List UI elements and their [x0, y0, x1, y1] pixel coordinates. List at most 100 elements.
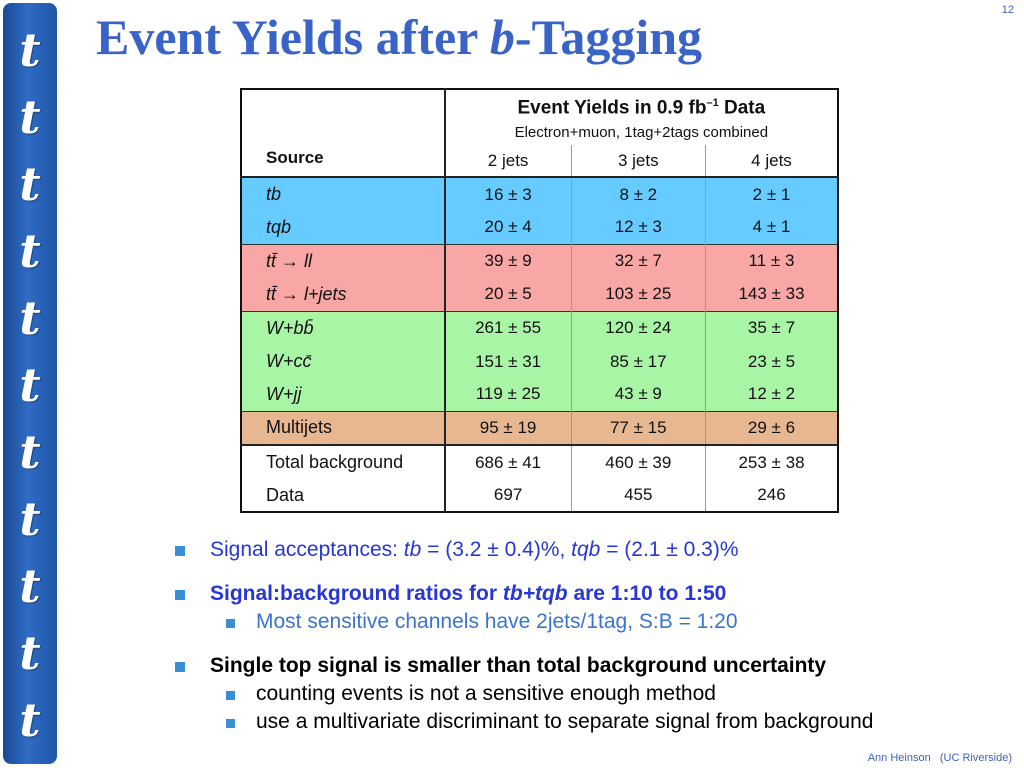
value-cell: 246 [705, 479, 838, 512]
strip-letter: t [19, 559, 41, 613]
source-cell: W+cc̄ [266, 351, 312, 371]
value-cell: 103 ± 25 [570, 278, 706, 311]
strip-letter: t [19, 224, 41, 278]
decorative-side-strip: t t t t t t t t t t t [3, 3, 57, 764]
strip-letter: t [19, 157, 41, 211]
bullet-list: Signal acceptances: tb = (3.2 ± 0.4)%, t… [172, 536, 1022, 736]
value-cell: 20 ± 5 [443, 278, 572, 311]
source-cell: W+jj [266, 383, 302, 404]
value-cell: 12 ± 2 [705, 378, 838, 411]
value-cell: 23 ± 5 [705, 345, 838, 378]
table-row: W+cc̄ 151 ± 31 85 ± 17 23 ± 5 [241, 345, 838, 378]
bullet-text: counting events is not a sensitive enoug… [256, 682, 716, 705]
bullet-text: Signal:background ratios for [210, 582, 503, 605]
value-cell: 20 ± 4 [443, 211, 572, 244]
value-cell: 29 ± 6 [705, 410, 838, 445]
table-row: Data 697 455 246 [241, 479, 838, 512]
value-cell: 2 ± 1 [705, 176, 838, 211]
table-row: tb 16 ± 3 8 ± 2 2 ± 1 [241, 176, 838, 211]
bullet-text: = (3.2 ± 0.4)%, [421, 538, 572, 561]
source-header: Source [266, 148, 324, 167]
bullet-square-icon [175, 546, 185, 556]
source-cell: Multijets [241, 410, 445, 445]
value-cell: 455 [570, 479, 706, 512]
value-cell: 85 ± 17 [570, 345, 706, 378]
bullet-square-icon [226, 619, 235, 628]
footer-author: Ann Heinson [867, 752, 931, 764]
heading-suffix: Data [718, 97, 766, 118]
column-header-2jets: 2 jets [443, 145, 572, 177]
source-cell: tt̄ → ll [241, 243, 445, 278]
bullet-signal-acceptances: Signal acceptances: tb = (3.2 ± 0.4)%, t… [172, 536, 1022, 564]
value-cell: 77 ± 15 [570, 410, 706, 445]
source-cell: tt̄ → l+jets [266, 283, 347, 304]
value-cell: 460 ± 39 [570, 444, 706, 479]
column-header-3jets: 3 jets [570, 145, 706, 177]
strip-letter: t [19, 291, 41, 345]
table-main-heading: Event Yields in 0.9 fb–1 Data [443, 89, 838, 119]
title-suffix: -Tagging [514, 9, 703, 65]
value-cell: 151 ± 31 [443, 345, 572, 378]
source-cell: tb [241, 176, 445, 211]
event-yields-table: Source Event Yields in 0.9 fb–1 Data Ele… [240, 88, 839, 513]
column-header-4jets: 4 jets [705, 145, 838, 177]
bullet-text: tqb [571, 538, 601, 561]
value-cell: 143 ± 33 [705, 278, 838, 311]
heading-sup: –1 [706, 96, 719, 109]
source-cell: Data [266, 484, 305, 505]
value-cell: 261 ± 55 [443, 310, 572, 345]
footer-affiliation: (UC Riverside) [939, 752, 1012, 764]
strip-letter: t [19, 626, 41, 680]
value-cell: 253 ± 38 [705, 444, 838, 479]
value-cell: 120 ± 24 [570, 310, 706, 345]
table-row: tt̄ → ll 39 ± 9 32 ± 7 11 ± 3 [241, 243, 838, 278]
value-cell: 686 ± 41 [443, 444, 572, 479]
bullet-square-icon [175, 662, 185, 672]
footer: Ann Heinson (UC Riverside) [868, 752, 1012, 764]
slide-title: Event Yields after b-Tagging [96, 6, 702, 68]
value-cell: 43 ± 9 [570, 378, 706, 411]
bullet-text: Signal acceptances: [210, 538, 404, 561]
source-cell: tqb [266, 216, 292, 237]
strip-letter: t [19, 358, 41, 412]
table-subheading: Electron+muon, 1tag+2tags combined [443, 119, 838, 145]
bullet-square-icon [226, 691, 235, 700]
strip-letter: t [19, 23, 41, 77]
value-cell: 39 ± 9 [443, 243, 572, 278]
bullet-text: = (2.1 ± 0.3)% [600, 538, 739, 561]
title-prefix: Event Yields after [96, 9, 490, 65]
bullet-text: Most sensitive channels have 2jets/1tag,… [256, 610, 738, 633]
bullet-square-icon [226, 719, 235, 728]
bullet-text: are 1:10 to 1:50 [567, 582, 727, 605]
value-cell: 32 ± 7 [570, 243, 706, 278]
source-cell: Total background [241, 444, 445, 479]
strip-letter: t [19, 492, 41, 546]
strip-letter: t [19, 425, 41, 479]
value-cell: 95 ± 19 [443, 410, 572, 445]
bullet-single-top: Single top signal is smaller than total … [172, 652, 1022, 680]
value-cell: 8 ± 2 [570, 176, 706, 211]
sub-bullet-counting: counting events is not a sensitive enoug… [172, 680, 1022, 708]
slide-number: 12 [1001, 4, 1014, 16]
value-cell: 35 ± 7 [705, 310, 838, 345]
heading-text: Event Yields in 0.9 fb [517, 97, 707, 118]
bullet-text: tb [403, 538, 422, 561]
title-italic: b [489, 9, 515, 65]
strip-letter: t [19, 693, 41, 747]
sub-bullet-sensitive-channels: Most sensitive channels have 2jets/1tag,… [172, 608, 1022, 636]
bullet-text: use a multivariate discriminant to separ… [256, 710, 874, 733]
value-cell: 16 ± 3 [443, 176, 572, 211]
table-row: W+bb̄ 261 ± 55 120 ± 24 35 ± 7 [241, 310, 838, 345]
bullet-square-icon [175, 590, 185, 600]
value-cell: 11 ± 3 [705, 243, 838, 278]
strip-letter: t [19, 90, 41, 144]
bullet-sb-ratios: Signal:background ratios for tb+tqb are … [172, 580, 1022, 608]
table-row: tqb 20 ± 4 12 ± 3 4 ± 1 [241, 211, 838, 244]
table-row: Multijets 95 ± 19 77 ± 15 29 ± 6 [241, 410, 838, 445]
source-cell: W+bb̄ [241, 310, 445, 345]
value-cell: 119 ± 25 [443, 378, 572, 411]
table-row: tt̄ → l+jets 20 ± 5 103 ± 25 143 ± 33 [241, 278, 838, 311]
value-cell: 4 ± 1 [705, 211, 838, 244]
bullet-text: tb+tqb [502, 582, 568, 605]
value-cell: 12 ± 3 [570, 211, 706, 244]
